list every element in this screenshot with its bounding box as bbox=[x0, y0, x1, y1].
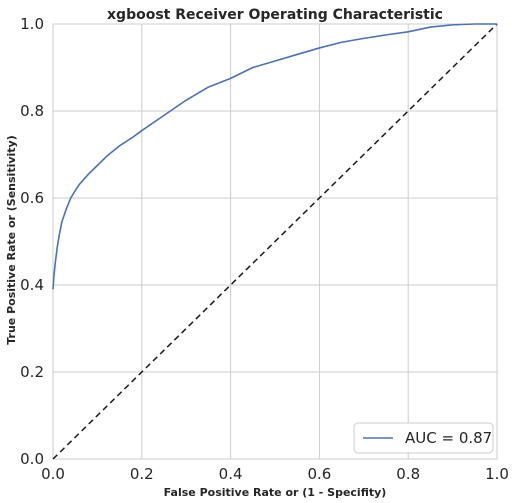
chart-title: xgboost Receiver Operating Characteristi… bbox=[107, 7, 443, 23]
series-layer bbox=[52, 23, 497, 290]
x-tick-label: 0.2 bbox=[130, 465, 154, 483]
grid-lines bbox=[52, 23, 498, 460]
reference-diagonal-line bbox=[52, 23, 498, 460]
x-tick-label: 0.4 bbox=[219, 465, 243, 483]
x-tick-label: 0.0 bbox=[41, 465, 65, 483]
y-tick-label: 1.0 bbox=[20, 15, 44, 33]
x-tick-label: 0.8 bbox=[396, 465, 420, 483]
legend-label-auc: AUC = 0.87 bbox=[405, 429, 492, 447]
y-axis-label: True Positive Rate or (Sensitivity) bbox=[5, 135, 18, 345]
x-tick-label: 0.6 bbox=[307, 465, 331, 483]
legend-box bbox=[353, 422, 494, 454]
y-tick-label: 0.4 bbox=[20, 276, 44, 294]
y-tick-label: 0.6 bbox=[20, 189, 44, 207]
x-axis-label: False Positive Rate or (1 - Specifity) bbox=[164, 486, 387, 499]
y-tick-label: 0.0 bbox=[20, 450, 44, 468]
roc-curve-line bbox=[52, 23, 497, 290]
x-tick-labels: 0.0 0.2 0.4 0.6 0.8 1.0 bbox=[41, 465, 509, 483]
legend: AUC = 0.87 bbox=[353, 422, 494, 454]
x-tick-label: 1.0 bbox=[485, 465, 509, 483]
y-tick-label: 0.8 bbox=[20, 102, 44, 120]
reference-line-layer bbox=[52, 23, 498, 460]
y-tick-label: 0.2 bbox=[20, 363, 44, 381]
y-tick-labels: 0.0 0.2 0.4 0.6 0.8 1.0 bbox=[20, 15, 44, 468]
plot-area-frame bbox=[52, 23, 498, 460]
